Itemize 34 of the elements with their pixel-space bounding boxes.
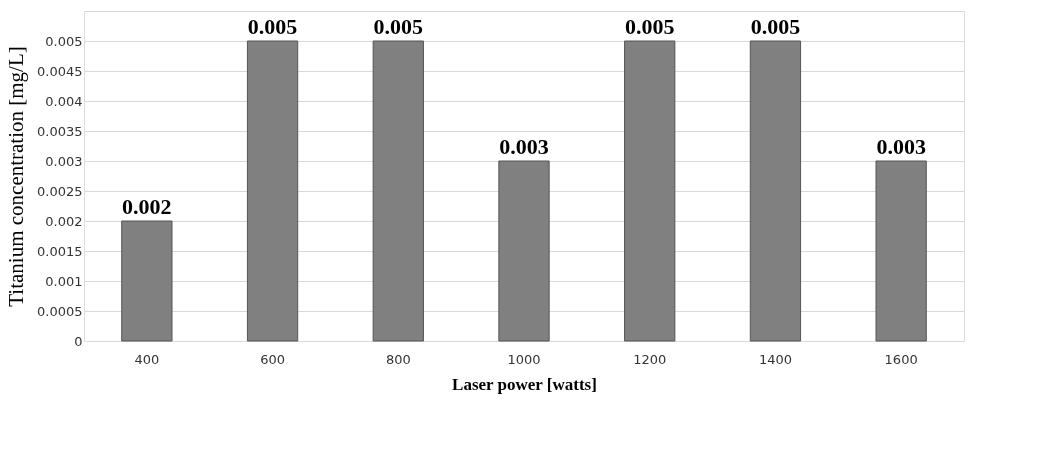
y-tick-label: 0.001 bbox=[45, 273, 83, 289]
data-label: 0.003 bbox=[499, 134, 549, 159]
x-axis-title: Laser power [watts] bbox=[452, 374, 597, 394]
y-tick-label: 0.005 bbox=[45, 33, 83, 49]
y-tick-label: 0 bbox=[74, 333, 83, 349]
bar bbox=[246, 40, 299, 342]
bar bbox=[624, 40, 676, 342]
bar bbox=[372, 40, 424, 342]
y-axis-title: Titanium concentration [mg/L] bbox=[4, 46, 29, 307]
bar bbox=[498, 160, 550, 342]
data-label: 0.005 bbox=[624, 14, 675, 39]
y-tick-label: 0.0005 bbox=[37, 303, 83, 319]
y-tick-label: 0.0045 bbox=[37, 63, 83, 79]
y-tick-label: 0.004 bbox=[45, 93, 83, 109]
data-label: 0.003 bbox=[876, 134, 926, 159]
data-label: 0.005 bbox=[373, 14, 424, 39]
x-tick-label: 400 bbox=[134, 351, 160, 367]
y-tick-label: 0.0025 bbox=[37, 183, 83, 199]
x-tick-label: 1000 bbox=[507, 351, 541, 367]
y-tick-label: 0.0015 bbox=[37, 243, 83, 259]
x-tick-label: 600 bbox=[260, 351, 285, 367]
x-tick-label: 800 bbox=[385, 351, 411, 367]
y-tick-label: 0.003 bbox=[45, 153, 83, 169]
data-label: 0.002 bbox=[122, 194, 172, 219]
y-tick-label: 0.002 bbox=[45, 213, 83, 229]
x-tick-label: 1600 bbox=[884, 351, 918, 367]
x-tick-label: 1200 bbox=[633, 351, 667, 367]
data-label: 0.005 bbox=[750, 14, 801, 39]
x-tick-label: 1400 bbox=[758, 351, 792, 367]
y-tick-label: 0.0035 bbox=[37, 123, 83, 139]
data-label: 0.005 bbox=[247, 14, 298, 39]
bar bbox=[875, 160, 927, 342]
bar bbox=[121, 220, 173, 342]
bar bbox=[749, 40, 802, 342]
